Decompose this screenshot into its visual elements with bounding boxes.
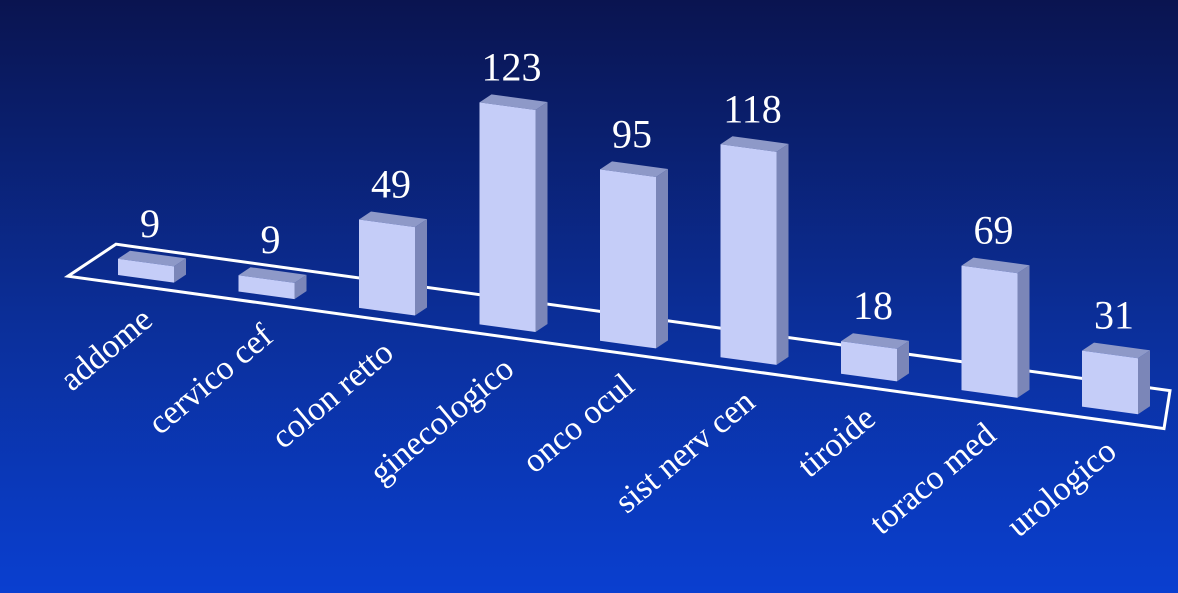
category-label: onco ocul — [516, 367, 642, 481]
category-label: colon retto — [265, 334, 401, 456]
bar-front — [479, 102, 536, 332]
bar-side — [174, 258, 186, 283]
bar-top — [600, 161, 668, 177]
value-label: 9 — [140, 201, 160, 246]
value-label: 18 — [853, 283, 893, 328]
bar-front — [359, 219, 415, 316]
bar — [359, 211, 427, 316]
category-label: tiroide — [791, 399, 883, 484]
bar-top — [359, 211, 427, 228]
bar-top — [118, 250, 186, 267]
bar-front — [961, 265, 1018, 398]
bar-front — [1082, 350, 1138, 415]
bar-side — [415, 219, 427, 316]
value-label: 123 — [482, 44, 542, 89]
bar-front — [720, 144, 777, 365]
value-label: 95 — [612, 111, 652, 156]
bar — [479, 94, 548, 332]
bar — [238, 267, 307, 300]
bar-front — [118, 258, 174, 283]
bars — [118, 94, 1150, 415]
category-label: urologico — [1000, 432, 1124, 544]
bar — [118, 250, 186, 283]
bar-side — [1017, 265, 1030, 398]
bar-top — [961, 257, 1030, 274]
bar-side — [776, 143, 789, 365]
bar-top — [1082, 342, 1150, 359]
bar-side — [656, 168, 668, 349]
floor-outline — [63, 242, 1172, 431]
bar-top — [841, 333, 909, 349]
value-label: 31 — [1094, 293, 1134, 338]
category-label: cervico cef — [141, 317, 280, 442]
chart-floor — [63, 242, 1172, 431]
bar — [1082, 342, 1150, 415]
bar-side — [535, 101, 548, 332]
bar — [720, 136, 789, 365]
bar-side — [897, 340, 909, 382]
bar-front — [600, 169, 656, 349]
value-label: 69 — [974, 208, 1014, 253]
category-label: addome — [53, 301, 159, 399]
bar-top — [720, 136, 789, 152]
value-label: 49 — [371, 161, 411, 206]
bar-front — [841, 341, 897, 382]
category-label: sist nerv cen — [608, 383, 762, 521]
bar-side — [294, 274, 307, 300]
category-label: toraco med — [863, 416, 1003, 542]
bar-side — [1138, 350, 1150, 415]
bar-front — [238, 275, 295, 300]
value-label: 9 — [261, 217, 281, 262]
bar-top — [238, 267, 307, 283]
bar — [841, 333, 909, 382]
bar-top — [479, 94, 548, 110]
value-labels: 9 9 49 123 95 118 18 69 31 — [140, 44, 1134, 337]
bar — [961, 257, 1030, 398]
bar — [600, 161, 668, 349]
value-label: 118 — [723, 86, 782, 131]
